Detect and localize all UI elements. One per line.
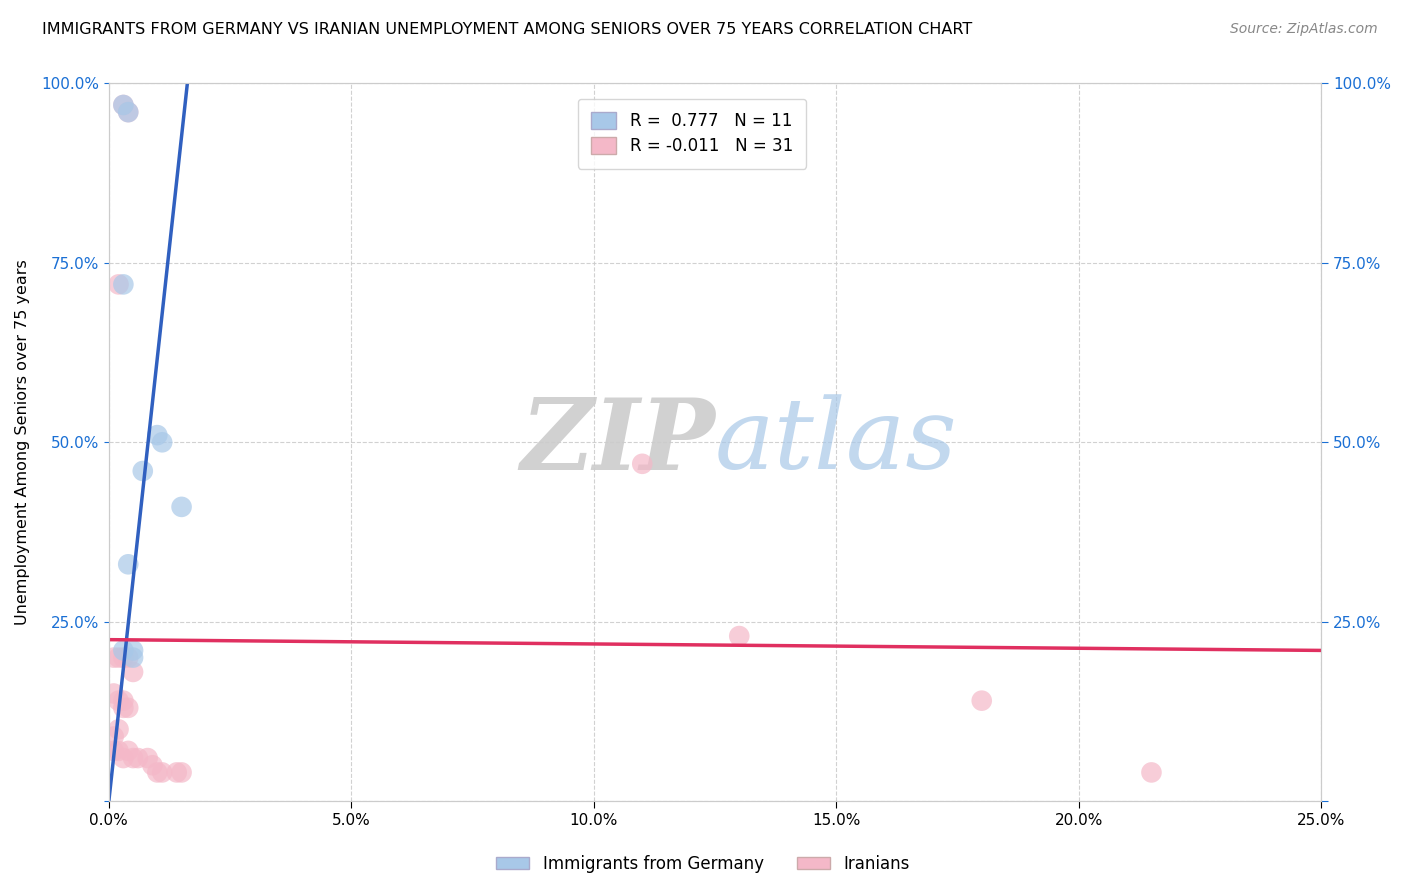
- Text: Source: ZipAtlas.com: Source: ZipAtlas.com: [1230, 22, 1378, 37]
- Point: [728, 629, 751, 643]
- Point: [166, 765, 188, 780]
- Point: [107, 650, 129, 665]
- Point: [132, 464, 155, 478]
- Point: [117, 701, 139, 715]
- Point: [112, 98, 135, 112]
- Point: [117, 558, 139, 572]
- Point: [631, 457, 654, 471]
- Point: [141, 758, 163, 772]
- Point: [117, 744, 139, 758]
- Point: [107, 744, 129, 758]
- Point: [122, 751, 145, 765]
- Point: [146, 428, 169, 442]
- Point: [112, 643, 135, 657]
- Legend: R =  0.777   N = 11, R = -0.011   N = 31: R = 0.777 N = 11, R = -0.011 N = 31: [578, 99, 806, 169]
- Point: [170, 765, 193, 780]
- Text: atlas: atlas: [716, 394, 957, 490]
- Point: [112, 751, 135, 765]
- Point: [127, 751, 149, 765]
- Point: [112, 701, 135, 715]
- Point: [107, 693, 129, 707]
- Point: [112, 277, 135, 292]
- Point: [122, 650, 145, 665]
- Point: [146, 765, 169, 780]
- Point: [150, 765, 173, 780]
- Point: [1140, 765, 1163, 780]
- Point: [150, 435, 173, 450]
- Point: [103, 730, 125, 744]
- Point: [117, 105, 139, 120]
- Point: [170, 500, 193, 514]
- Point: [112, 98, 135, 112]
- Point: [117, 650, 139, 665]
- Point: [103, 744, 125, 758]
- Point: [107, 277, 129, 292]
- Point: [112, 650, 135, 665]
- Point: [103, 650, 125, 665]
- Point: [117, 105, 139, 120]
- Point: [122, 665, 145, 679]
- Text: IMMIGRANTS FROM GERMANY VS IRANIAN UNEMPLOYMENT AMONG SENIORS OVER 75 YEARS CORR: IMMIGRANTS FROM GERMANY VS IRANIAN UNEMP…: [42, 22, 973, 37]
- Legend: Immigrants from Germany, Iranians: Immigrants from Germany, Iranians: [489, 848, 917, 880]
- Text: ZIP: ZIP: [520, 394, 716, 491]
- Point: [970, 693, 993, 707]
- Point: [112, 693, 135, 707]
- Y-axis label: Unemployment Among Seniors over 75 years: Unemployment Among Seniors over 75 years: [15, 260, 30, 625]
- Point: [122, 643, 145, 657]
- Point: [136, 751, 159, 765]
- Point: [107, 723, 129, 737]
- Point: [103, 686, 125, 700]
